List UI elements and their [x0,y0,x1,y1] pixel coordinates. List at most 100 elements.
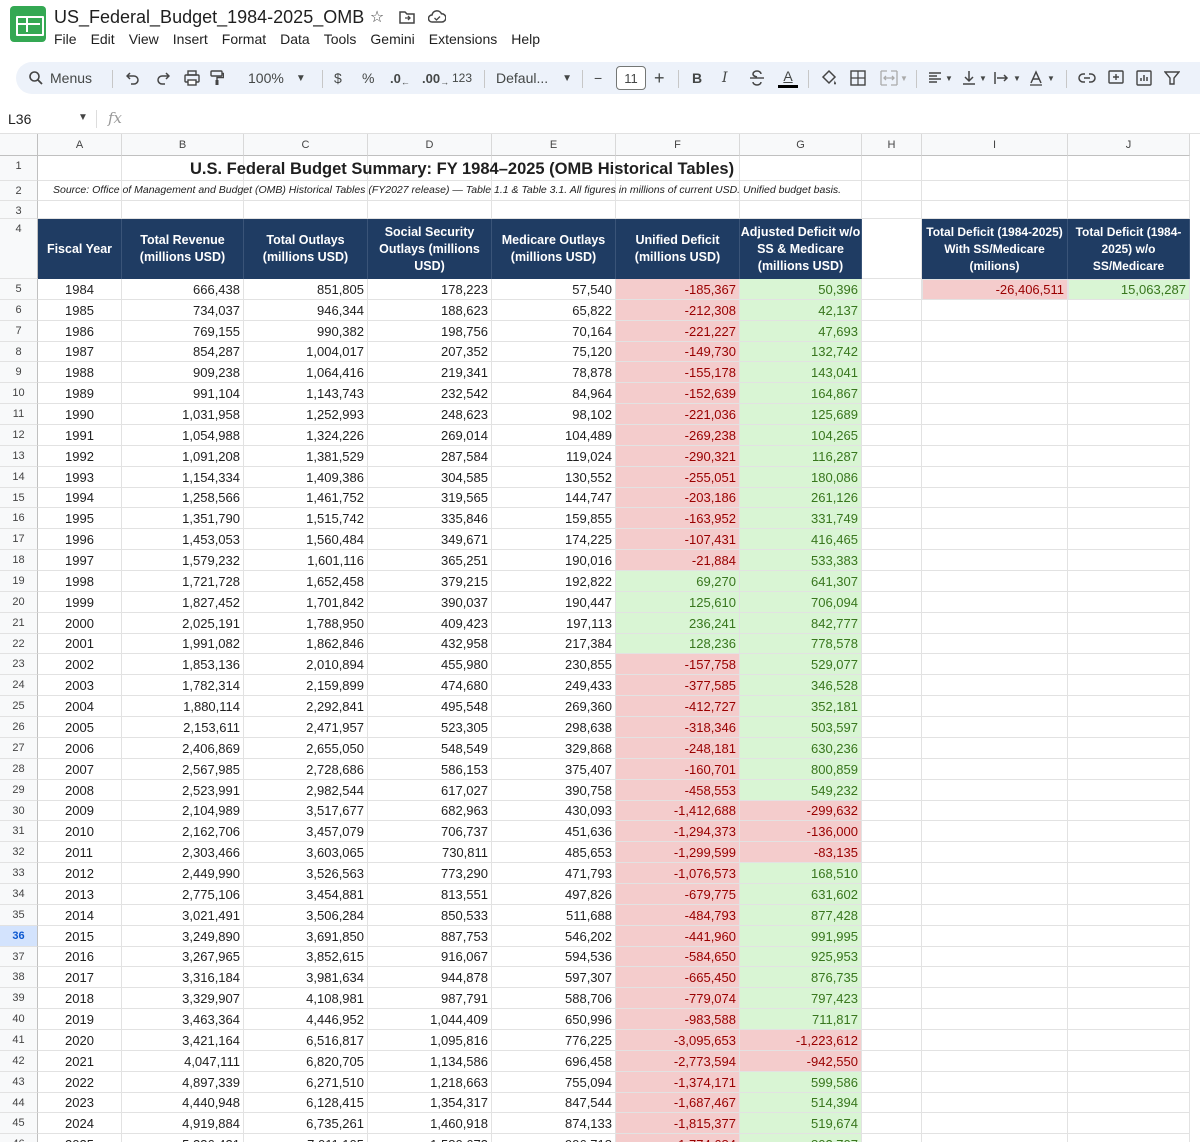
menu-view[interactable]: View [128,31,159,47]
empty-cell[interactable] [862,508,922,529]
empty-cell[interactable] [1068,321,1190,342]
empty-cell[interactable] [862,321,922,342]
fiscal-year-cell[interactable]: 2017 [38,967,122,988]
empty-cell[interactable] [1068,181,1190,201]
unified-deficit-cell[interactable]: -412,727 [616,696,740,717]
unified-deficit-cell[interactable]: -318,346 [616,717,740,738]
medicare-cell[interactable]: 217,384 [492,634,616,654]
fiscal-year-cell[interactable]: 2003 [38,675,122,696]
empty-cell[interactable] [922,571,1068,592]
empty-cell[interactable] [922,529,1068,550]
font-size-decrease-button[interactable]: − [594,70,603,86]
fiscal-year-cell[interactable]: 2011 [38,842,122,863]
social-security-cell[interactable]: 287,584 [368,446,492,467]
empty-cell[interactable] [862,717,922,738]
empty-cell[interactable] [862,300,922,321]
empty-cell[interactable] [862,529,922,550]
adjusted-deficit-cell[interactable]: 519,674 [740,1113,862,1134]
empty-cell[interactable] [922,863,1068,884]
star-icon[interactable]: ☆ [369,9,385,26]
revenue-cell[interactable]: 1,880,114 [122,696,244,717]
empty-cell[interactable] [862,362,922,383]
medicare-cell[interactable]: 594,536 [492,947,616,967]
empty-cell[interactable] [1068,201,1190,219]
empty-cell[interactable] [862,759,922,780]
fiscal-year-cell[interactable]: 2018 [38,988,122,1009]
unified-deficit-cell[interactable]: -152,639 [616,383,740,404]
fiscal-year-cell[interactable]: 1984 [38,279,122,300]
medicare-cell[interactable]: 70,164 [492,321,616,342]
row-header-40[interactable]: 40 [0,1009,38,1030]
empty-cell[interactable] [922,404,1068,425]
outlays-cell[interactable]: 2,655,050 [244,738,368,759]
adjusted-deficit-cell[interactable]: 529,077 [740,654,862,675]
outlays-cell[interactable]: 2,159,899 [244,675,368,696]
row-header-45[interactable]: 45 [0,1113,38,1134]
number-format-button[interactable]: 123 [452,71,473,85]
outlays-cell[interactable]: 1,381,529 [244,446,368,467]
medicare-cell[interactable]: 511,688 [492,905,616,926]
sheets-logo[interactable] [10,6,46,42]
revenue-cell[interactable]: 734,037 [122,300,244,321]
empty-cell[interactable] [1068,529,1190,550]
empty-cell[interactable] [922,1093,1068,1113]
empty-cell[interactable] [1068,780,1190,801]
adjusted-deficit-cell[interactable]: 925,953 [740,947,862,967]
revenue-cell[interactable]: 4,919,884 [122,1113,244,1134]
outlays-cell[interactable]: 1,788,950 [244,613,368,634]
revenue-cell[interactable]: 2,303,466 [122,842,244,863]
empty-cell[interactable] [862,279,922,300]
empty-cell[interactable] [862,801,922,821]
social-security-cell[interactable]: 813,551 [368,884,492,905]
unified-deficit-cell[interactable]: -163,952 [616,508,740,529]
medicare-cell[interactable]: 597,307 [492,967,616,988]
adjusted-deficit-cell[interactable]: 778,578 [740,634,862,654]
outlays-cell[interactable]: 3,981,634 [244,967,368,988]
empty-cell[interactable] [1068,926,1190,947]
empty-cell[interactable] [616,156,740,181]
paint-format-icon[interactable] [210,62,224,94]
adjusted-deficit-cell[interactable]: 877,428 [740,905,862,926]
adjusted-deficit-cell[interactable]: 599,586 [740,1072,862,1093]
adjusted-deficit-cell[interactable]: 631,602 [740,884,862,905]
menu-gemini[interactable]: Gemini [370,31,415,47]
fiscal-year-cell[interactable]: 2005 [38,717,122,738]
currency-format-button[interactable]: $ [334,70,342,86]
revenue-cell[interactable]: 1,721,728 [122,571,244,592]
empty-cell[interactable] [862,181,922,201]
empty-cell[interactable] [1068,425,1190,446]
row-header-44[interactable]: 44 [0,1093,38,1113]
bold-button[interactable]: B [692,70,703,86]
outlays-cell[interactable]: 3,457,079 [244,821,368,842]
revenue-cell[interactable]: 854,287 [122,342,244,362]
adjusted-deficit-cell[interactable]: 143,041 [740,362,862,383]
empty-cell[interactable] [740,156,862,181]
revenue-cell[interactable]: 3,421,164 [122,1030,244,1051]
adjusted-deficit-cell[interactable]: 331,749 [740,508,862,529]
outlays-cell[interactable]: 6,820,705 [244,1051,368,1072]
adjusted-deficit-cell[interactable]: -299,632 [740,801,862,821]
empty-cell[interactable] [1068,1113,1190,1134]
row-header-2[interactable]: 2 [0,181,38,201]
outlays-cell[interactable]: 851,805 [244,279,368,300]
fiscal-year-cell[interactable]: 2022 [38,1072,122,1093]
outlays-cell[interactable]: 2,728,686 [244,759,368,780]
social-security-cell[interactable]: 365,251 [368,550,492,571]
fiscal-year-cell[interactable]: 1989 [38,383,122,404]
empty-cell[interactable] [1068,508,1190,529]
medicare-cell[interactable]: 776,225 [492,1030,616,1051]
row-header-24[interactable]: 24 [0,675,38,696]
empty-cell[interactable] [1068,967,1190,988]
unified-deficit-cell[interactable]: -3,095,653 [616,1030,740,1051]
text-wrap-icon[interactable]: ▼ [994,62,1021,94]
social-security-cell[interactable]: 730,811 [368,842,492,863]
cloud-status-icon[interactable] [428,8,446,26]
outlays-cell[interactable]: 4,446,952 [244,1009,368,1030]
unified-deficit-cell[interactable]: -221,227 [616,321,740,342]
outlays-cell[interactable]: 1,515,742 [244,508,368,529]
empty-cell[interactable] [368,156,492,181]
row-header-16[interactable]: 16 [0,508,38,529]
revenue-cell[interactable]: 1,579,232 [122,550,244,571]
fiscal-year-cell[interactable]: 2002 [38,654,122,675]
redo-icon[interactable] [156,62,170,94]
